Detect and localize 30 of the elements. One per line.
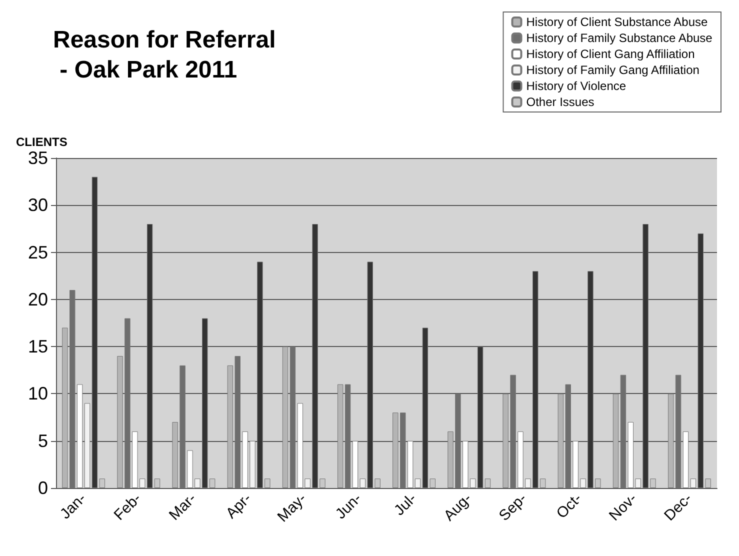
x-tick-label: Aug- — [440, 490, 476, 524]
bar — [612, 394, 619, 488]
x-tick-label: Jun- — [332, 490, 365, 523]
x-tick-label: May- — [274, 490, 310, 526]
y-tick-label: 35 — [28, 148, 48, 168]
y-tick-label: 15 — [28, 336, 48, 357]
y-tick-label: 0 — [38, 478, 48, 498]
y-axis-title: CLIENTS — [16, 135, 68, 149]
x-tick-label: Dec- — [661, 490, 696, 524]
x-tick-label: Sep- — [496, 490, 530, 524]
x-tick-label: Nov- — [606, 490, 640, 524]
legend-label: Other Issues — [526, 95, 594, 109]
x-tick-label: Feb- — [110, 490, 145, 524]
x-tick-label: Apr- — [222, 490, 255, 522]
legend-label: History of Family Gang Affiliation — [526, 63, 700, 77]
x-tick-label: Oct- — [553, 490, 586, 522]
legend-label: History of Violence — [526, 79, 626, 93]
legend-label: History of Client Gang Affiliation — [526, 47, 695, 61]
chart-title: Reason for Referral - Oak Park 2011 — [53, 26, 276, 84]
legend-label: History of Client Substance Abuse — [526, 15, 708, 29]
y-tick-label: 20 — [28, 289, 48, 310]
y-tick-label: 30 — [28, 195, 48, 216]
legend-label: History of Family Substance Abuse — [526, 31, 713, 45]
x-tick-label: Jan- — [56, 490, 90, 523]
y-tick-label: 10 — [28, 384, 48, 404]
y-tick-label: 5 — [38, 430, 48, 451]
bar — [282, 346, 288, 488]
y-tick-label: 25 — [28, 242, 48, 262]
x-tick-label: Mar- — [166, 490, 200, 524]
x-tick-label: Jul- — [390, 490, 420, 520]
